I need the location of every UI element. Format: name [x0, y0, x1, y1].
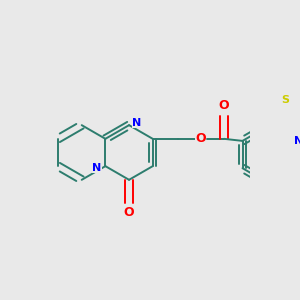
- Text: O: O: [124, 206, 134, 219]
- Text: O: O: [195, 132, 206, 145]
- Text: S: S: [281, 95, 289, 105]
- Text: N: N: [92, 163, 102, 173]
- Text: N: N: [293, 136, 300, 146]
- Text: O: O: [219, 99, 229, 112]
- Text: N: N: [132, 118, 141, 128]
